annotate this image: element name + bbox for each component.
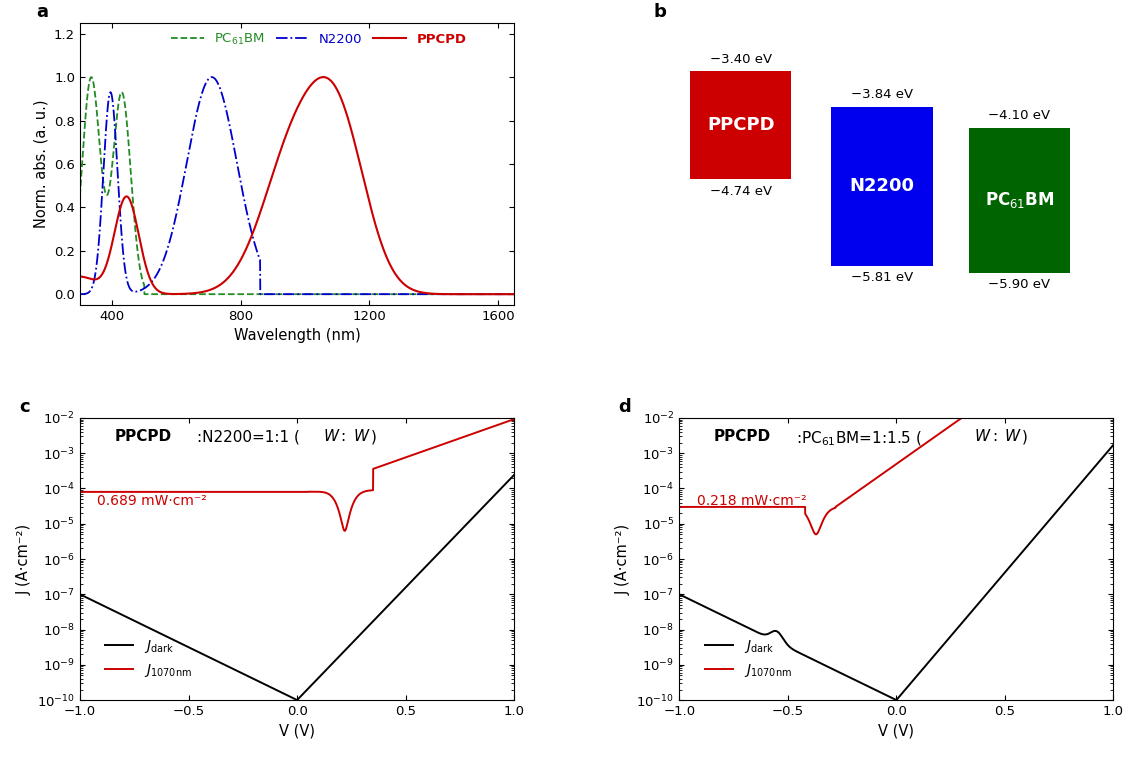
- Text: a: a: [37, 3, 48, 21]
- Text: −3.84 eV: −3.84 eV: [851, 88, 912, 101]
- Text: ): ): [1022, 429, 1028, 444]
- Text: 0.218 mW·cm⁻²: 0.218 mW·cm⁻²: [697, 495, 806, 508]
- Bar: [968, 128, 1070, 272]
- X-axis label: V (V): V (V): [279, 724, 315, 738]
- Text: −4.74 eV: −4.74 eV: [709, 185, 772, 198]
- Text: −5.81 eV: −5.81 eV: [851, 271, 912, 284]
- Text: W: W: [1005, 429, 1020, 444]
- Text: :: :: [992, 429, 997, 444]
- Y-axis label: J (A·cm⁻²): J (A·cm⁻²): [616, 524, 630, 594]
- Legend: $J_{\rm dark}$, $J_{\rm 1070nm}$: $J_{\rm dark}$, $J_{\rm 1070nm}$: [699, 632, 797, 685]
- Text: N2200: N2200: [850, 177, 915, 195]
- Y-axis label: J (A·cm⁻²): J (A·cm⁻²): [17, 524, 32, 594]
- Y-axis label: Norm. abs. (a. u.): Norm. abs. (a. u.): [33, 100, 48, 228]
- Legend: $J_{\rm dark}$, $J_{\rm 1070nm}$: $J_{\rm dark}$, $J_{\rm 1070nm}$: [99, 632, 198, 685]
- Legend: PC$_{61}$BM, N2200, PPCPD: PC$_{61}$BM, N2200, PPCPD: [166, 27, 472, 53]
- Text: −3.40 eV: −3.40 eV: [709, 53, 772, 65]
- Text: :PC$_{61}$BM=1:1.5 (: :PC$_{61}$BM=1:1.5 (: [796, 429, 923, 447]
- Text: c: c: [19, 398, 30, 416]
- Text: PPCPD: PPCPD: [114, 429, 171, 444]
- Text: PC$_{61}$BM: PC$_{61}$BM: [984, 190, 1054, 210]
- Text: PPCPD: PPCPD: [707, 116, 774, 134]
- Text: :: :: [340, 429, 346, 444]
- X-axis label: Wavelength (nm): Wavelength (nm): [234, 329, 361, 343]
- Bar: [690, 72, 791, 180]
- Text: W: W: [323, 429, 338, 444]
- Text: −5.90 eV: −5.90 eV: [988, 279, 1051, 291]
- Text: 0.689 mW·cm⁻²: 0.689 mW·cm⁻²: [97, 495, 207, 508]
- Bar: [831, 107, 933, 266]
- Text: d: d: [619, 398, 632, 416]
- Text: −4.10 eV: −4.10 eV: [988, 109, 1051, 122]
- Text: W: W: [974, 429, 990, 444]
- Text: b: b: [653, 3, 666, 21]
- Text: W: W: [354, 429, 369, 444]
- Text: :N2200=1:1 (: :N2200=1:1 (: [198, 429, 300, 444]
- Text: ): ): [371, 429, 377, 444]
- Text: PPCPD: PPCPD: [714, 429, 771, 444]
- X-axis label: V (V): V (V): [878, 724, 915, 738]
